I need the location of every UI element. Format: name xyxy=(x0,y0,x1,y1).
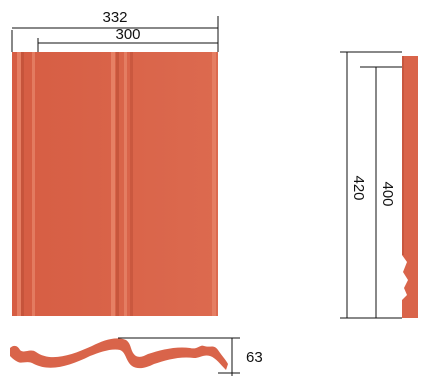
tile-rib xyxy=(111,52,115,316)
label-cover-length: 400 xyxy=(379,181,396,206)
length-dimensions xyxy=(340,51,402,319)
tile-profile-shape xyxy=(10,338,228,370)
tile-rib xyxy=(212,52,216,316)
tile-front-view xyxy=(12,52,218,316)
tile-rib xyxy=(21,52,24,316)
label-profile-height: 63 xyxy=(246,349,263,366)
width-dimensions xyxy=(11,16,219,52)
label-total-length: 420 xyxy=(350,175,367,200)
tile-rib xyxy=(17,52,21,316)
label-cover-width: 300 xyxy=(115,26,140,43)
height-dimension xyxy=(118,337,240,376)
tile-side-profile xyxy=(402,56,418,318)
label-total-width: 332 xyxy=(102,9,127,26)
tile-rib xyxy=(124,52,127,316)
tile-rib xyxy=(130,52,133,316)
tile-cross-section xyxy=(10,338,228,370)
tile-side-view xyxy=(402,56,418,318)
tile-rib xyxy=(32,52,35,316)
tile-rib xyxy=(116,52,119,316)
